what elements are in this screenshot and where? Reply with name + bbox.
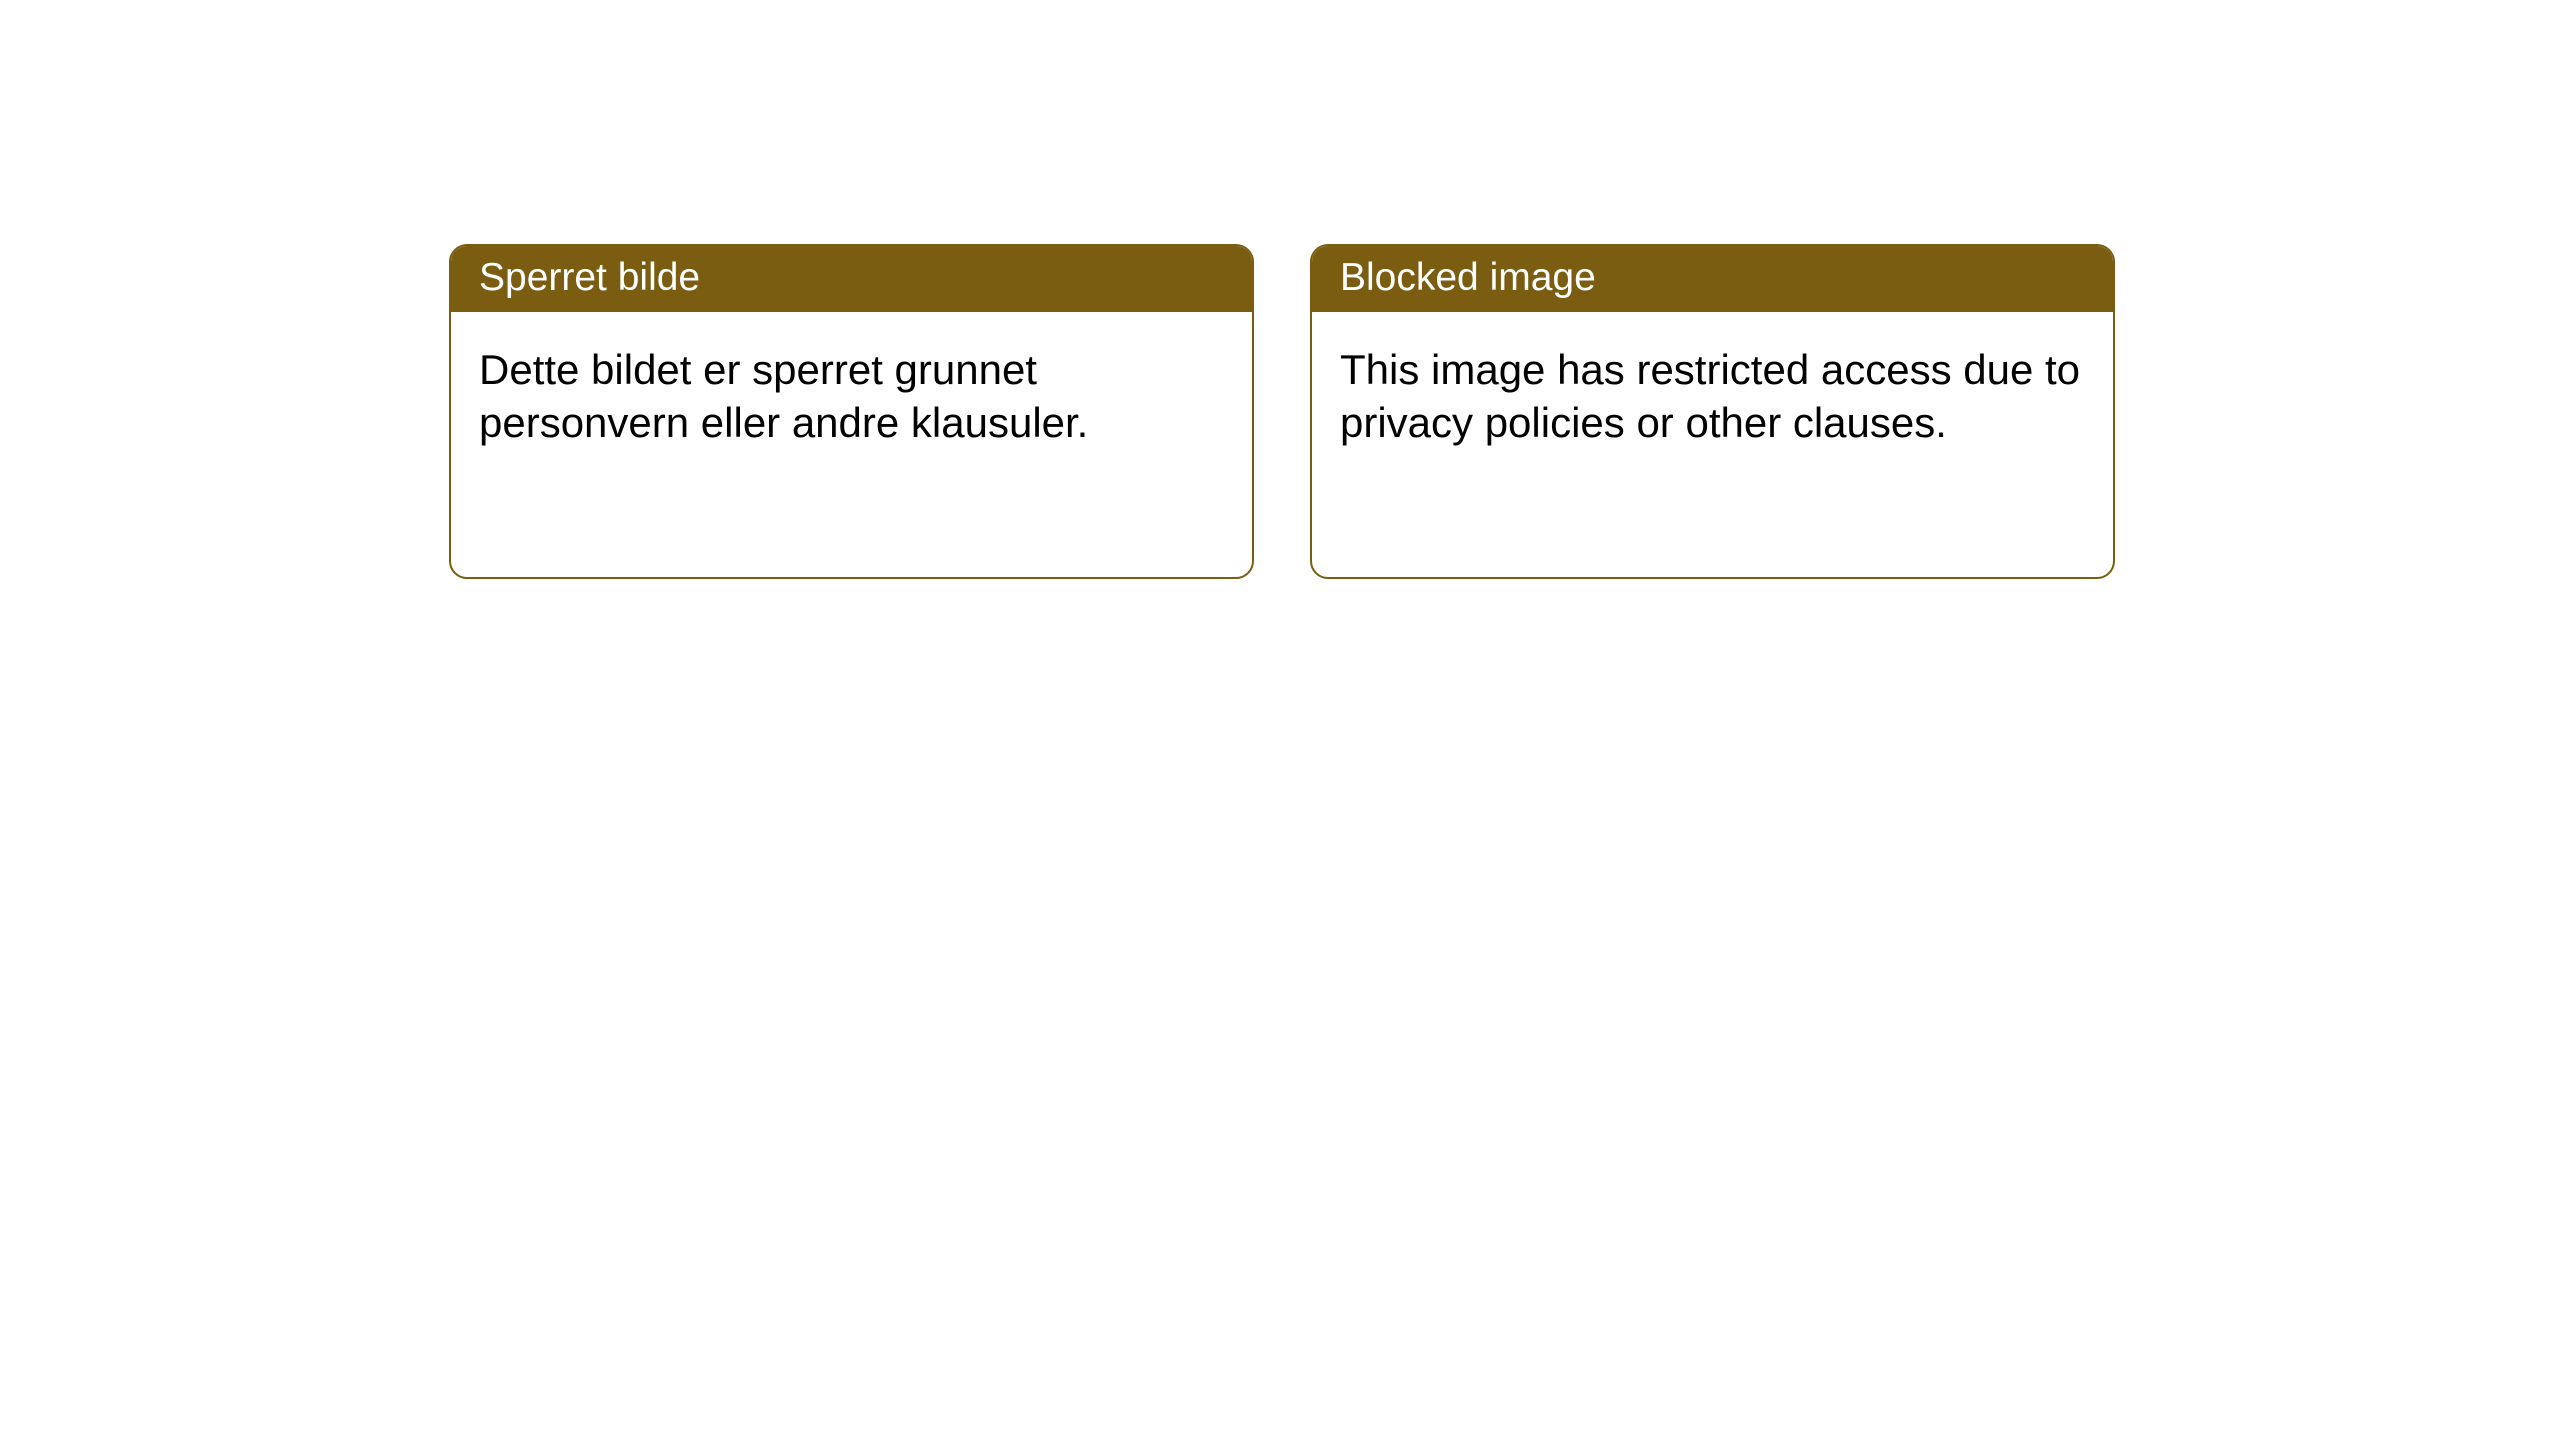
notice-card-body: This image has restricted access due to … — [1312, 312, 2113, 481]
notice-card-title: Blocked image — [1312, 246, 2113, 312]
notice-card-body: Dette bildet er sperret grunnet personve… — [451, 312, 1252, 481]
notice-card-english: Blocked image This image has restricted … — [1310, 244, 2115, 579]
notice-card-title: Sperret bilde — [451, 246, 1252, 312]
notice-card-norwegian: Sperret bilde Dette bildet er sperret gr… — [449, 244, 1254, 579]
notice-card-container: Sperret bilde Dette bildet er sperret gr… — [449, 244, 2115, 579]
